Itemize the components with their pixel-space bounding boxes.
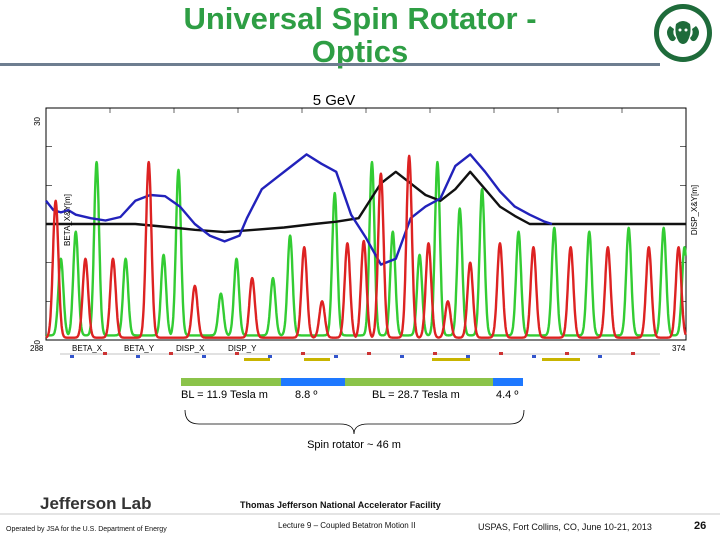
angle-right-label: 4.4 º	[496, 389, 518, 401]
angle-left-label: 8.8 º	[295, 389, 317, 401]
lattice-quad	[499, 352, 503, 355]
slide-title: Universal Spin Rotator - Optics	[183, 1, 537, 69]
series-beta-x	[45, 154, 687, 339]
title-divider	[0, 63, 660, 66]
legend-beta-x: BETA_X	[72, 344, 103, 353]
lattice-quad	[301, 352, 305, 355]
lattice-quad	[466, 355, 470, 358]
lattice-solenoid	[244, 358, 270, 361]
lattice-solenoid	[304, 358, 330, 361]
operated-by: Operated by JSA for the U.S. Department …	[6, 526, 167, 533]
ram-logo-icon	[654, 4, 712, 62]
lattice-quad	[103, 352, 107, 355]
magnet-bar-1	[181, 378, 281, 386]
lattice-solenoid	[432, 358, 470, 361]
series-disp-x	[46, 170, 686, 234]
legend-disp-y: DISP_Y	[228, 344, 257, 353]
brace-label: Spin rotator ~ 46 m	[307, 439, 401, 451]
magnet-bar-2	[281, 378, 345, 386]
lattice-quad	[433, 352, 437, 355]
y-tick-bottom: 0	[33, 339, 42, 344]
lattice-quad	[532, 355, 536, 358]
lattice-quad	[598, 355, 602, 358]
bl-right-label: BL = 28.7 Tesla m	[372, 389, 460, 401]
rotator-brace	[184, 409, 525, 435]
legend-beta-y: BETA_Y	[124, 344, 155, 353]
lattice-quad	[565, 352, 569, 355]
y-axis-label-left: BETA_X&Y[m]	[63, 194, 72, 246]
lattice-quad	[334, 355, 338, 358]
legend-disp-x: DISP_X	[176, 344, 205, 353]
y-axis-label-right: DISP_X&Y[m]	[690, 185, 699, 235]
lattice-solenoid	[542, 358, 580, 361]
chart-title: 5 GeV	[313, 92, 356, 109]
series-disp-y	[45, 153, 553, 266]
page-number: 26	[694, 520, 707, 532]
lattice-quad	[70, 355, 74, 358]
x-tick-end: 374	[672, 344, 686, 353]
lattice-quad	[631, 352, 635, 355]
lattice-quad	[169, 352, 173, 355]
lattice-quad	[367, 352, 371, 355]
lattice-quad	[268, 355, 272, 358]
magnet-bar-3	[345, 378, 493, 386]
lattice-quad	[400, 355, 404, 358]
lattice-quad	[235, 352, 239, 355]
event-info: USPAS, Fort Collins, CO, June 10-21, 201…	[478, 522, 652, 532]
facility-name: Thomas Jefferson National Accelerator Fa…	[240, 500, 441, 510]
x-tick-start: 288	[30, 344, 44, 353]
lattice-quad	[202, 355, 206, 358]
magnet-bar-4	[493, 378, 523, 386]
jefferson-lab-logo: Jefferson Lab	[40, 494, 152, 513]
bl-left-label: BL = 11.9 Tesla m	[181, 389, 268, 401]
lecture-title: Lecture 9 – Coupled Betatron Motion II	[278, 521, 416, 530]
lattice-quad	[136, 355, 140, 358]
y-tick-top: 30	[33, 116, 42, 125]
